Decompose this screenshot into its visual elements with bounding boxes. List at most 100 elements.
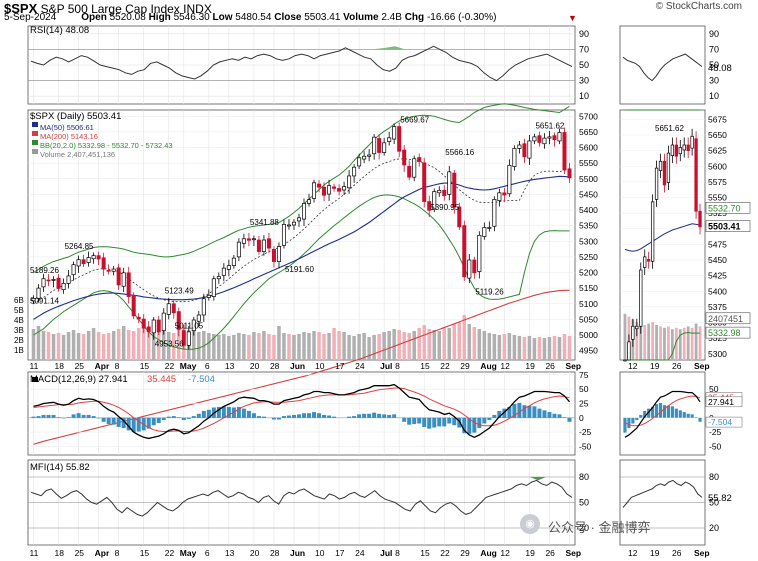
macd-hist-bar-97 <box>517 402 522 418</box>
volume-tick-3: 3B <box>14 326 24 335</box>
candle-body-11 <box>86 257 91 263</box>
x-tick-1-22: 12 <box>500 548 510 558</box>
side-tick-8: 5475 <box>708 239 727 249</box>
macd-hist-bar-88 <box>472 417 477 433</box>
volume-bar-67 <box>367 337 371 360</box>
macd-hist-bar-3 <box>46 414 51 418</box>
macd-hist-bar-50 <box>281 416 286 418</box>
macd-hist-bar-78 <box>422 417 427 427</box>
candle-body-83 <box>447 171 452 195</box>
candle-body-66 <box>362 155 367 160</box>
candle-body-100 <box>532 136 537 142</box>
candle-body-69 <box>377 138 382 153</box>
volume-bar-101 <box>537 337 542 360</box>
stockcharts-credit[interactable]: © StockCharts.com <box>655 1 742 12</box>
ma200-label: MA(200) 5143.16 <box>40 132 98 141</box>
candle-body-46 <box>261 239 266 252</box>
ma50-line <box>33 175 570 320</box>
x-tick-0-10: 20 <box>250 361 260 371</box>
price-tick-7: 5350 <box>579 221 598 231</box>
rsi-panel: 90 90 70 70 50 50 30 30 10 10 <box>28 29 719 101</box>
macd-hist-bar-76 <box>412 417 417 425</box>
candle-body-67 <box>367 154 372 157</box>
x-tick-1-8: 6 <box>205 548 210 558</box>
volume-bar-73 <box>397 330 401 360</box>
volume-bar-102 <box>542 338 547 360</box>
candle-body-104 <box>552 135 557 141</box>
candle-body-13 <box>96 255 101 260</box>
volume-bar-56 <box>312 331 316 360</box>
bb-label: BB(20,2.0) 5332.98 - 5532.70 - 5732.43 <box>40 141 173 150</box>
macd-hist-bar-35 <box>206 409 211 418</box>
candle-body-47 <box>266 238 271 249</box>
macd-hist-bar-2 <box>41 414 46 418</box>
macd-hist-bar-46 <box>261 416 266 418</box>
volume-bar-62 <box>342 332 346 360</box>
wechat-icon: ◉ <box>520 514 540 534</box>
volume-bar-38 <box>222 334 226 360</box>
macd-hist-bar-86 <box>462 417 467 434</box>
price-tick-3: 5550 <box>579 158 598 168</box>
volume-bar-11 <box>86 331 91 360</box>
x-tick-1-6: 22 <box>165 548 175 558</box>
price-tick-10: 5200 <box>579 268 598 278</box>
volume-bar-70 <box>382 332 386 360</box>
candle-body-19 <box>126 272 131 297</box>
volume-bar-2 <box>41 331 46 360</box>
rsi-side-value: 48.08 <box>708 63 732 74</box>
macd-hist-bar-92 <box>492 414 497 418</box>
macd-hist-bar-41 <box>236 406 241 418</box>
x-tick-1-3: Apr <box>95 548 110 558</box>
side-x-tick-0-2: 26 <box>672 361 682 371</box>
macd-hist-bar-49 <box>276 417 281 420</box>
candle-body-88 <box>472 259 477 274</box>
macd-hist-bar-6 <box>61 417 66 419</box>
candle-body-38 <box>221 267 226 276</box>
rsi-label: RSI(14) 48.08 <box>30 25 89 36</box>
volume-bar-12 <box>91 328 96 360</box>
candle-body-78 <box>422 162 427 202</box>
macd-hist-bar-8 <box>71 414 76 418</box>
volume-bar-72 <box>392 329 396 360</box>
macd-tick-0: 75 <box>579 370 589 380</box>
rsi-side-tick-2: 50 <box>709 60 719 70</box>
x-tick-1-5: 15 <box>140 548 150 558</box>
candle-body-105 <box>557 132 562 142</box>
candle-body-64 <box>352 166 357 177</box>
rsi-tick-4: 10 <box>579 91 589 101</box>
candle-body-102 <box>542 137 547 145</box>
volume-bar-46 <box>262 331 266 360</box>
price-tick-6: 5400 <box>579 205 598 215</box>
candle-body-95 <box>507 164 512 195</box>
macd-hist-bar-65 <box>357 414 362 418</box>
mfi-tick-2: 20 <box>579 523 589 533</box>
x-tick-0-9: 13 <box>225 361 235 371</box>
volume-bar-20 <box>131 331 136 360</box>
side-volume-bar-15 <box>682 327 686 360</box>
price-panel: 5700 5650 5600 5550 5500 5450 5400 5350 5300 5250… <box>14 103 598 445</box>
volume-bar-35 <box>207 333 211 360</box>
macd-hist-bar-90 <box>482 417 487 424</box>
candle-body-98 <box>522 143 527 158</box>
volume-bar-66 <box>362 333 366 360</box>
side-volume-bar-16 <box>686 326 690 360</box>
side-candle-body-6 <box>647 259 651 262</box>
candle-body-16 <box>111 268 116 272</box>
candle-body-86 <box>462 225 467 278</box>
volume-bar-45 <box>257 333 261 360</box>
side-tick-11: 5400 <box>708 286 727 296</box>
macd-hist-bar-10 <box>81 414 86 418</box>
candle-body-89 <box>477 234 482 272</box>
side-badge-bg-bb-low <box>705 326 751 339</box>
x-tick-0-22: 12 <box>500 361 510 371</box>
volume-bar-95 <box>507 333 512 360</box>
macd-hist-bar-66 <box>362 413 367 418</box>
x-axis-labels: 11 18 25 Apr 8 15 22 May 6 13 20 28 Jun 10 17 24 Jul 8 15 2… <box>30 361 710 558</box>
side-badge-close: 5503.41 <box>708 222 741 232</box>
candle-body-33 <box>196 314 201 322</box>
side-macd-hist-bar-4 <box>639 414 643 418</box>
side-badge-bg-close <box>705 220 751 232</box>
x-tick-0-1: 18 <box>55 361 65 371</box>
side-macd-signal-line <box>624 395 701 427</box>
x-tick-0-4: 8 <box>115 361 120 371</box>
